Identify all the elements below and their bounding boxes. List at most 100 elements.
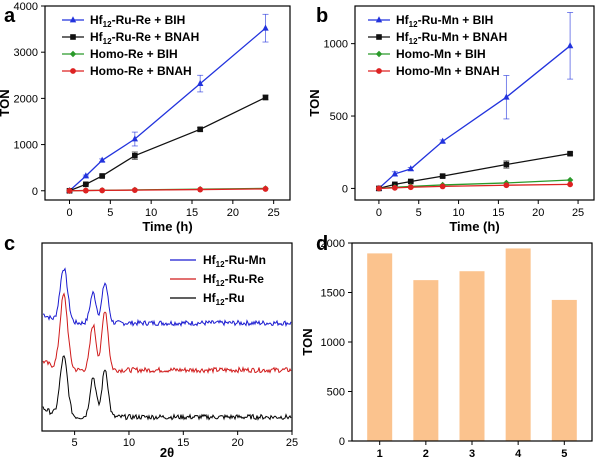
panel-a-data-point: [197, 126, 203, 133]
panel-b-ytick-label: 500: [330, 111, 348, 123]
panel-a-xtick-label: 15: [186, 207, 198, 219]
panel-b-data-point: [376, 185, 382, 192]
panel-b-data-point: [566, 42, 574, 49]
panel-a-letter: a: [4, 5, 16, 27]
panel-a-ytick-label: 4000: [14, 1, 38, 13]
panel-b-ytick-label: 1000: [324, 39, 348, 51]
panel-b-data-point: [503, 182, 510, 189]
panel-d-ytick-label: 1500: [321, 288, 345, 300]
panel-d-xtick-label: 5: [561, 448, 567, 458]
panel-a-data-point: [66, 187, 73, 194]
panel-d-ylabel: TON: [300, 328, 315, 355]
panel-a-xtick-label: 10: [145, 207, 157, 219]
panel-c-pattern-line: [42, 292, 292, 375]
panel-a-data-point: [99, 187, 106, 194]
panel-d-ytick-label: 0: [339, 436, 345, 448]
panel-a-series-line: [69, 27, 266, 192]
panel-b-xtick-label: 0: [376, 207, 382, 219]
panel-b-legend-label: Homo-Mn + BNAH: [396, 64, 500, 78]
panel-c-xlabel: 2θ: [160, 445, 174, 458]
panel-d-bar: [551, 299, 577, 441]
panel-d-ytick-label: 2000: [321, 238, 345, 250]
panel-b-legend-label: Hf12-Ru-Mn + BIH: [396, 13, 493, 29]
panel-a-legend-marker: [70, 34, 76, 40]
panel-a-legend-marker: [69, 16, 77, 23]
panel-b-data-point: [439, 137, 446, 144]
panel-d-xtick-label: 2: [423, 448, 429, 458]
panel-a-xtick-label: 5: [107, 207, 113, 219]
panel-b-xtick-label: 25: [572, 207, 584, 219]
panel-c-xtick-label: 10: [123, 437, 135, 449]
panel-a-ytick-label: 2000: [14, 93, 38, 105]
panel-a-series-line: [69, 188, 266, 192]
panel-c-legend-label: Hf12-Ru-Re: [203, 272, 264, 288]
panel-a-data-point: [196, 79, 204, 86]
panel-b-series-line: [378, 153, 571, 190]
panel-b-data-point: [503, 93, 510, 100]
panel-a-data-point: [82, 187, 89, 194]
panel-b-xtick-label: 5: [416, 207, 422, 219]
panel-a-ytick-label: 1000: [14, 140, 38, 152]
panel-a-xtick-label: 0: [66, 207, 72, 219]
panel-a-ytick-label: 0: [32, 186, 38, 198]
panel-d-bar: [459, 271, 485, 441]
panel-c-xtick-label: 15: [177, 437, 189, 449]
panel-b-data-point: [391, 184, 398, 191]
panel-d-bar: [367, 253, 393, 441]
panel-c-legend-label: Hf12-Ru: [203, 291, 245, 307]
panel-b-legend-label: Hf12-Ru-Mn + BNAH: [396, 30, 507, 46]
panel-b-data-point: [391, 170, 399, 177]
panel-b-xlabel: Time (h): [449, 219, 499, 234]
panel-b-data-point: [407, 178, 414, 185]
panel-a-legend-marker: [70, 68, 76, 74]
panel-b-legend-marker: [376, 34, 382, 40]
panel-a-xlabel: Time (h): [142, 219, 192, 234]
panel-b-xtick-label: 20: [532, 207, 544, 219]
panel-d-ytick-label: 1000: [321, 337, 345, 349]
panel-b-frame: [354, 5, 595, 201]
panel-a-xtick-label: 25: [268, 207, 280, 219]
panel-a-data-point: [131, 187, 138, 194]
panel-b-legend-marker: [375, 16, 383, 23]
panel-a-data-point: [82, 172, 90, 179]
panel-c-xtick-label: 25: [286, 437, 298, 449]
panel-d-bar: [413, 280, 439, 441]
panel-c-letter: c: [4, 233, 15, 255]
panel-b-data-point: [407, 184, 414, 191]
panel-b-legend-label: Homo-Mn + BIH: [396, 47, 486, 61]
panel-a-data-point: [132, 152, 138, 159]
panel-c-pattern-line: [42, 355, 292, 421]
panel-b-legend-marker: [375, 50, 383, 58]
panel-a-data-point: [262, 94, 269, 101]
panel-b-letter: b: [316, 5, 328, 27]
panel-a-data-point: [83, 181, 89, 188]
panel-c-xtick-label: 20: [232, 437, 244, 449]
panel-d-ytick-label: 500: [327, 387, 345, 399]
panel-a-frame: [44, 5, 291, 201]
panel-b-data-point: [407, 165, 414, 172]
panel-a-xtick-label: 20: [227, 207, 239, 219]
panel-a-data-point: [99, 173, 105, 179]
panel-a-legend-label: Homo-Re + BIH: [90, 47, 178, 61]
panel-b-legend-marker: [376, 68, 382, 74]
panel-a-ylabel: TON: [0, 89, 12, 116]
panel-b-xtick-label: 10: [452, 207, 464, 219]
panel-a-legend-label: Hf12-Ru-Re + BNAH: [90, 30, 199, 46]
panel-d-bar: [505, 248, 531, 441]
panel-b-data-point: [439, 173, 446, 179]
panel-d-xtick-label: 3: [469, 448, 475, 458]
panel-a-legend-marker: [69, 50, 77, 58]
panel-b-data-point: [567, 181, 573, 188]
panel-a-data-point: [262, 24, 269, 31]
panel-d-letter: d: [316, 233, 328, 255]
panel-a-legend-label: Homo-Re + BNAH: [90, 64, 192, 78]
panel-b-data-point: [503, 161, 510, 168]
panel-a-ytick-label: 3000: [14, 47, 38, 59]
panel-b-ytick-label: 0: [342, 183, 348, 195]
panel-c-legend-label: Hf12-Ru-Mn: [203, 253, 266, 269]
panel-c-xtick-label: 5: [72, 437, 78, 449]
panel-b-ylabel: TON: [307, 89, 322, 116]
panel-c-pattern-line: [42, 267, 292, 328]
panel-a-data-point: [197, 186, 204, 193]
